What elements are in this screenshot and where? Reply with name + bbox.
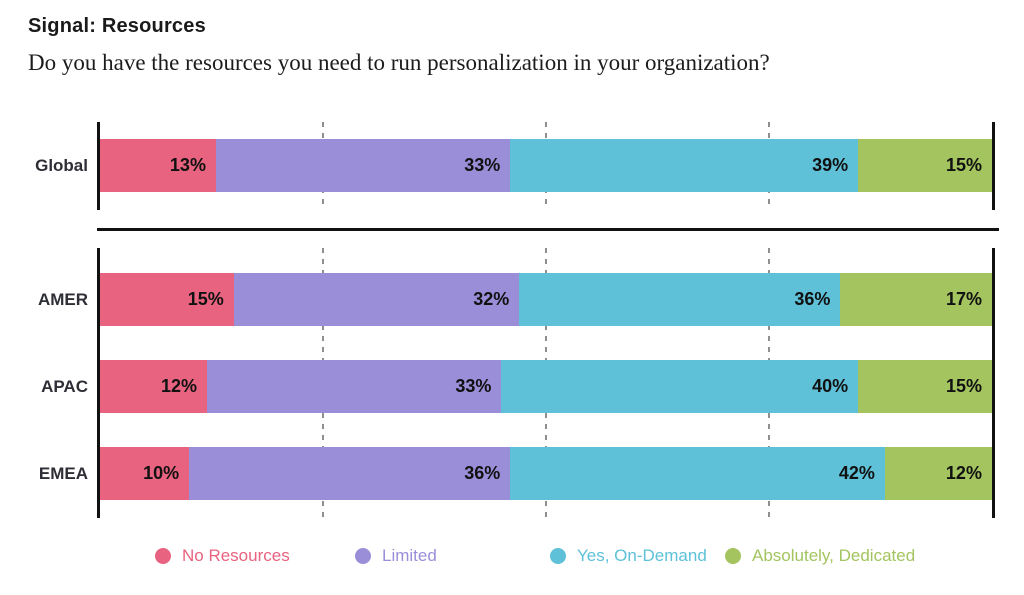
legend-item-limited: Limited: [355, 546, 437, 566]
bar-segment-yes-on-demand: 40%: [501, 360, 859, 413]
stacked-bar: 10% 36% 42% 12%: [100, 447, 992, 500]
segment-value-label: 15%: [187, 289, 224, 309]
segment-value-label: 36%: [794, 289, 831, 309]
bar-segment-absolutely-dedicated: 12%: [884, 447, 992, 500]
segment-value-label: 15%: [945, 155, 982, 175]
stacked-bar: 13% 33% 39% 15%: [100, 139, 992, 192]
stacked-bar: 12% 33% 40% 15%: [100, 360, 992, 413]
segment-value-label: 32%: [473, 289, 510, 309]
segment-value-label: 39%: [812, 155, 849, 175]
legend-item-yes-on-demand: Yes, On-Demand: [550, 546, 707, 566]
bar-segment-limited: 32%: [233, 273, 520, 326]
bar-segment-yes-on-demand: 36%: [519, 273, 841, 326]
legend-item-absolutely-dedicated: Absolutely, Dedicated: [725, 546, 915, 566]
segment-value-label: 10%: [143, 463, 180, 483]
legend-label: Absolutely, Dedicated: [752, 546, 916, 565]
category-label: APAC: [41, 376, 88, 396]
bar-segment-limited: 33%: [215, 139, 511, 192]
page-title: Signal: Resources: [28, 15, 206, 37]
legend-item-no-resources: No Resources: [155, 546, 290, 566]
chart-legend: No Resources Limited Yes, On-Demand Absolut…: [0, 546, 1024, 574]
bar-row-apac: APAC 12% 33% 40% 15%: [0, 360, 1024, 413]
bar-row-amer: AMER 15% 32% 36% 17%: [0, 273, 1024, 326]
segment-value-label: 12%: [161, 376, 198, 396]
bar-segment-no-resources: 13%: [100, 139, 216, 192]
segment-value-label: 42%: [838, 463, 875, 483]
bar-segment-limited: 33%: [207, 360, 502, 413]
legend-label: Limited: [382, 546, 437, 565]
legend-label: No Resources: [182, 546, 290, 565]
regions-bar-rows: AMER 15% 32% 36% 17% APAC 12% 33% 40% 15% EMEA 10% 3…: [0, 248, 1024, 518]
bar-segment-limited: 36%: [189, 447, 511, 500]
segment-value-label: 36%: [464, 463, 501, 483]
category-label: Global: [35, 155, 88, 175]
bar-row-emea: EMEA 10% 36% 42% 12%: [0, 447, 1024, 500]
global-bar-rows: Global 13% 33% 39% 15%: [0, 122, 1024, 210]
segment-value-label: 13%: [169, 155, 206, 175]
bar-segment-no-resources: 10%: [100, 447, 190, 500]
legend-swatch-no-resources: [155, 548, 171, 564]
segment-value-label: 33%: [464, 155, 501, 175]
bar-segment-yes-on-demand: 42%: [510, 447, 885, 500]
legend-swatch-limited: [355, 548, 371, 564]
bar-segment-no-resources: 15%: [100, 273, 234, 326]
legend-label: Yes, On-Demand: [577, 546, 707, 565]
regions-chart-section: AMER 15% 32% 36% 17% APAC 12% 33% 40% 15% EMEA 10% 3…: [0, 248, 1024, 518]
segment-value-label: 12%: [945, 463, 982, 483]
legend-swatch-yes-on-demand: [550, 548, 566, 564]
segment-value-label: 40%: [812, 376, 849, 396]
stacked-bar: 15% 32% 36% 17%: [100, 273, 992, 326]
question-subtitle: Do you have the resources you need to ru…: [28, 50, 770, 75]
bar-segment-absolutely-dedicated: 17%: [840, 273, 992, 326]
segment-value-label: 17%: [945, 289, 982, 309]
category-label: AMER: [37, 289, 88, 309]
global-chart-section: Global 13% 33% 39% 15%: [0, 122, 1024, 210]
category-label: EMEA: [38, 463, 88, 483]
bar-segment-absolutely-dedicated: 15%: [858, 139, 992, 192]
bar-segment-absolutely-dedicated: 15%: [858, 360, 992, 413]
bar-segment-no-resources: 12%: [100, 360, 208, 413]
segment-value-label: 33%: [455, 376, 492, 396]
legend-swatch-absolutely-dedicated: [725, 548, 741, 564]
segment-value-label: 15%: [945, 376, 982, 396]
bar-row-global: Global 13% 33% 39% 15%: [0, 139, 1024, 192]
bar-segment-yes-on-demand: 39%: [510, 139, 859, 192]
section-divider-line: [97, 228, 999, 231]
